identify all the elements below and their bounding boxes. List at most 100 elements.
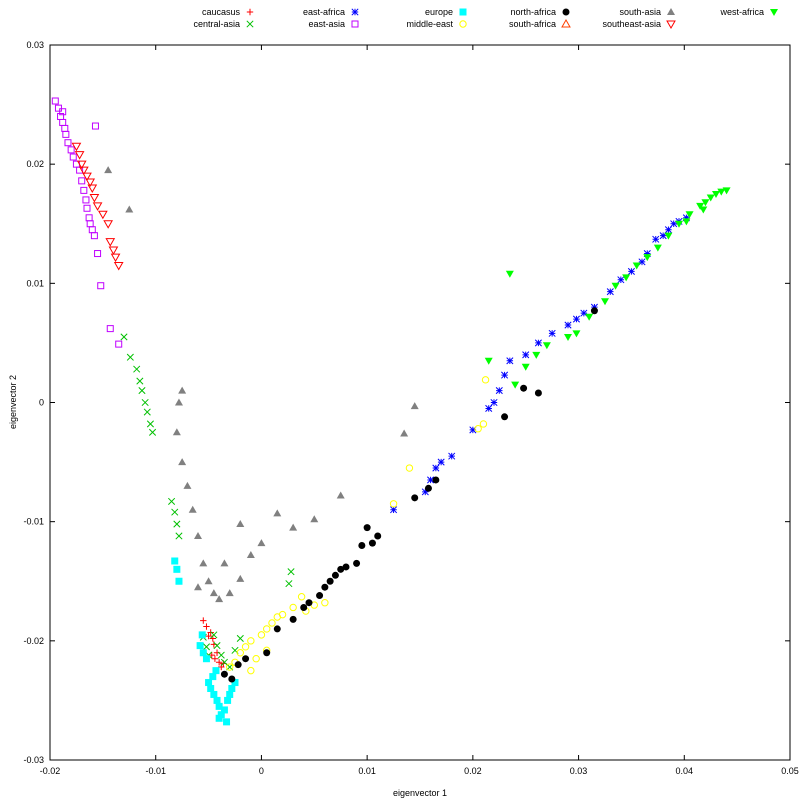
data-point	[205, 632, 212, 640]
data-point	[196, 642, 204, 650]
x-tick-label: 0.03	[570, 766, 588, 776]
data-point	[601, 298, 609, 306]
data-point	[289, 615, 297, 623]
data-point	[202, 655, 210, 663]
data-point	[85, 178, 96, 188]
data-point	[86, 220, 94, 228]
data-point	[701, 199, 710, 207]
x-tick-label: 0.01	[358, 766, 376, 776]
data-point	[126, 353, 134, 361]
data-point	[564, 333, 572, 341]
data-point	[207, 685, 215, 692]
y-tick-label: 0.02	[26, 159, 44, 169]
legend-marker	[246, 8, 254, 16]
data-point	[143, 408, 151, 416]
data-point	[91, 122, 99, 130]
data-point	[358, 542, 366, 549]
data-point	[664, 226, 672, 234]
data-point	[211, 655, 219, 662]
data-point	[263, 625, 271, 633]
data-point	[194, 583, 202, 591]
data-point	[289, 603, 297, 612]
x-tick-label: -0.01	[145, 766, 166, 776]
data-point	[331, 571, 339, 579]
data-point	[564, 321, 572, 329]
data-point	[141, 398, 149, 407]
data-point	[82, 196, 90, 204]
data-point	[59, 118, 67, 126]
series-europe	[171, 557, 239, 726]
data-point	[622, 274, 631, 282]
data-point	[389, 500, 398, 508]
data-point	[175, 577, 183, 585]
series-middle-east	[226, 376, 490, 675]
data-point	[236, 520, 245, 528]
data-point	[421, 488, 429, 496]
data-point	[172, 428, 181, 436]
y-tick-label: 0.03	[26, 40, 44, 50]
data-point	[652, 235, 660, 243]
data-point	[85, 214, 93, 222]
data-point	[247, 637, 255, 645]
data-point	[223, 718, 231, 726]
data-point	[105, 238, 116, 247]
data-point	[110, 253, 121, 263]
legend-marker	[459, 20, 467, 28]
data-point	[78, 177, 86, 185]
data-point	[532, 351, 541, 359]
x-tick-label: 0.05	[781, 766, 799, 776]
data-point	[521, 363, 530, 371]
data-point	[484, 357, 493, 365]
legend-label: central-asia	[193, 19, 240, 29]
data-point	[682, 214, 690, 222]
legend-marker	[351, 20, 359, 28]
data-point	[321, 583, 329, 591]
data-point	[590, 307, 598, 315]
data-point	[133, 365, 141, 373]
data-point	[207, 629, 214, 636]
data-point	[88, 226, 96, 234]
series-east-africa	[390, 214, 690, 514]
data-points	[51, 97, 731, 726]
data-point	[506, 357, 514, 365]
data-point	[228, 685, 236, 692]
data-point	[97, 210, 108, 220]
data-point	[368, 539, 376, 547]
data-point	[194, 531, 202, 539]
data-point	[481, 376, 490, 384]
data-point	[411, 494, 419, 502]
data-point	[374, 532, 382, 540]
data-point	[273, 625, 281, 633]
data-point	[220, 670, 228, 678]
data-point	[80, 186, 88, 194]
y-tick-label: 0	[39, 398, 44, 408]
data-point	[617, 276, 625, 284]
data-point	[225, 589, 234, 597]
data-point	[220, 559, 229, 567]
legend-label: middle-east	[406, 19, 453, 29]
data-point	[542, 342, 551, 350]
data-point	[188, 505, 197, 513]
legend-marker	[562, 8, 570, 16]
data-point	[178, 386, 187, 394]
data-point	[337, 565, 345, 573]
data-point	[300, 603, 308, 611]
data-point	[289, 523, 298, 531]
data-point	[54, 104, 62, 112]
legend-label: south-africa	[509, 19, 556, 29]
legend-label: west-africa	[719, 7, 764, 17]
data-point	[246, 551, 255, 559]
data-point	[590, 303, 598, 311]
data-point	[653, 244, 662, 252]
series-southeast-asia	[71, 142, 124, 271]
data-point	[213, 642, 221, 650]
data-point	[210, 690, 218, 698]
data-point	[174, 398, 183, 406]
data-point	[252, 655, 260, 663]
data-point	[273, 509, 282, 517]
data-point	[310, 515, 319, 523]
data-point	[74, 151, 85, 160]
data-point	[209, 673, 217, 681]
data-point	[534, 339, 542, 347]
